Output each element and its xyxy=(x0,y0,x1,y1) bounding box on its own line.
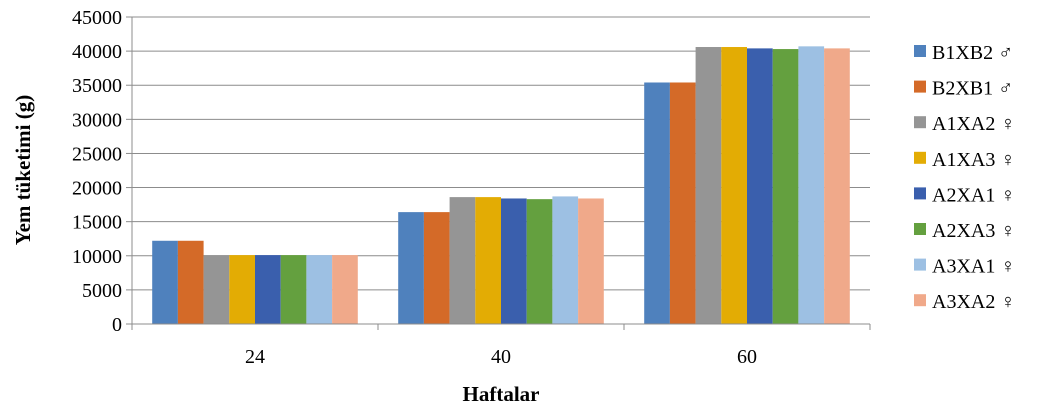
bar xyxy=(798,46,825,325)
legend-item: A2XA1 ♀ xyxy=(914,184,1015,206)
legend-label: A3XA1 ♀ xyxy=(932,256,1015,278)
bar xyxy=(644,82,670,325)
bar xyxy=(772,49,799,325)
legend-item: A1XA3 ♀ xyxy=(914,149,1015,171)
legend-swatch xyxy=(914,187,926,200)
bar xyxy=(177,240,204,324)
y-tick-label: 0 xyxy=(112,314,122,336)
y-tick-label: 30000 xyxy=(72,109,122,131)
bar xyxy=(398,212,424,324)
bar xyxy=(669,82,696,325)
legend-label: B1XB2 ♂ xyxy=(932,42,1013,64)
legend-item: B2XB1 ♂ xyxy=(914,78,1013,100)
bar xyxy=(475,197,501,324)
legend-item: B1XB2 ♂ xyxy=(914,42,1013,64)
bar xyxy=(747,48,773,324)
y-tick-label: 40000 xyxy=(72,41,122,63)
y-tick-label: 25000 xyxy=(72,143,122,165)
bar xyxy=(578,198,604,324)
legend-item: A2XA3 ♀ xyxy=(914,220,1015,242)
legend-item: A3XA2 ♀ xyxy=(914,291,1015,313)
legend-label: A1XA3 ♀ xyxy=(932,149,1015,171)
legend-swatch xyxy=(914,294,926,307)
bar xyxy=(332,255,358,324)
bar xyxy=(152,240,178,324)
legend-item: A3XA1 ♀ xyxy=(914,256,1015,278)
legend-label: B2XB1 ♂ xyxy=(932,78,1013,100)
y-tick-label: 10000 xyxy=(72,246,122,268)
legend-swatch xyxy=(914,45,926,57)
y-tick-label: 35000 xyxy=(72,75,122,97)
bar xyxy=(526,199,553,324)
x-tick-label: 24 xyxy=(245,346,265,368)
bar xyxy=(552,196,579,324)
bar xyxy=(721,47,747,325)
bar xyxy=(255,255,281,324)
bar xyxy=(449,197,476,324)
bar xyxy=(423,212,450,324)
x-axis-title: Haftalar xyxy=(463,382,540,406)
bar xyxy=(280,255,307,324)
y-tick-label: 20000 xyxy=(72,178,122,200)
legend-swatch xyxy=(914,258,926,271)
y-tick-label: 5000 xyxy=(82,280,122,302)
axes: 0 5000 10000 15000 20000 25000 30000 35000 40000… xyxy=(72,7,871,368)
bar xyxy=(229,255,255,324)
y-tick-label: 15000 xyxy=(72,212,122,234)
legend-label: A1XA2 ♀ xyxy=(932,113,1015,135)
bar xyxy=(501,198,527,324)
legend-label: A3XA2 ♀ xyxy=(932,291,1015,313)
x-tick-label: 60 xyxy=(737,346,757,368)
x-tick-label: 40 xyxy=(491,346,511,368)
bar xyxy=(824,48,850,324)
bar xyxy=(695,47,722,325)
legend-swatch xyxy=(914,223,926,235)
legend-item: A1XA2 ♀ xyxy=(914,113,1015,135)
legend-label: A2XA3 ♀ xyxy=(932,220,1015,242)
legend-label: A2XA1 ♀ xyxy=(932,184,1015,206)
legend-swatch xyxy=(914,80,926,93)
y-tick-label: 45000 xyxy=(72,7,122,29)
bar xyxy=(203,255,230,324)
bar xyxy=(306,255,333,324)
legend: B1XB2 ♂ B2XB1 ♂ A1XA2 ♀ A1XA3 ♀ A2XA1 ♀ A2XA3… xyxy=(914,42,1015,313)
y-axis-title: Yem tüketimi (g) xyxy=(11,95,35,245)
legend-swatch xyxy=(914,116,926,129)
bars xyxy=(152,46,850,325)
legend-swatch xyxy=(914,151,926,164)
